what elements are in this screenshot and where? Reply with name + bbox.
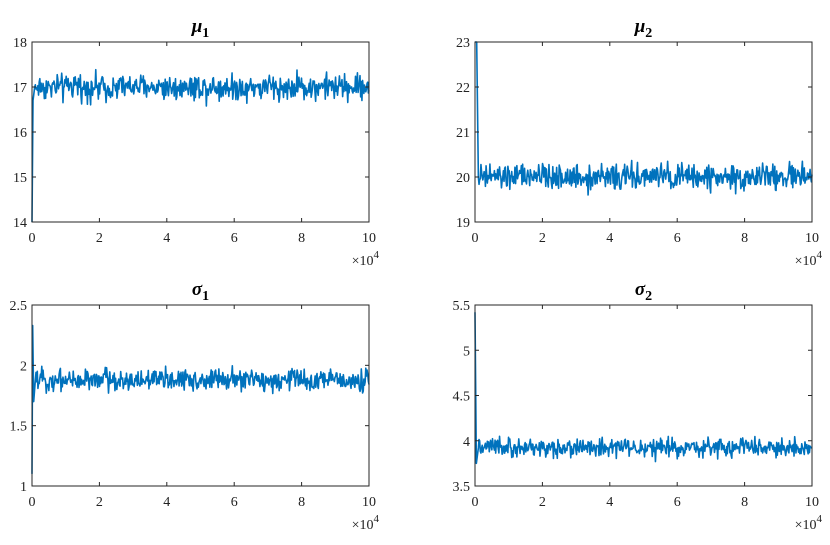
x-tick-label: 4 xyxy=(163,495,170,510)
y-tick-label: 16 xyxy=(13,126,27,141)
x-tick-label: 8 xyxy=(741,231,748,246)
x-tick-label: 6 xyxy=(674,231,681,246)
trace-line xyxy=(31,324,370,474)
x-tick-label: 2 xyxy=(539,231,546,246)
trace-line xyxy=(475,41,813,196)
y-tick-label: 5.5 xyxy=(453,299,471,314)
x-tick-label: 10 xyxy=(362,231,376,246)
y-tick-label: 15 xyxy=(13,171,27,186)
trace-line xyxy=(474,312,813,465)
x-tick-label: 0 xyxy=(472,231,479,246)
x-tick-label: 8 xyxy=(741,495,748,510)
y-tick-label: 5 xyxy=(463,344,470,359)
subplot-title: σ1 xyxy=(192,279,209,304)
axes-box xyxy=(31,41,370,223)
y-tick-label: 17 xyxy=(13,81,27,96)
y-tick-label: 21 xyxy=(456,126,470,141)
x-axis-multiplier: ×104 xyxy=(352,513,380,533)
x-tick-label: 10 xyxy=(805,231,819,246)
subplot-title: σ2 xyxy=(635,279,652,304)
y-tick-label: 4 xyxy=(463,435,470,450)
x-tick-label: 2 xyxy=(96,231,103,246)
x-tick-label: 8 xyxy=(298,231,305,246)
y-tick-label: 23 xyxy=(456,36,470,51)
x-tick-label: 0 xyxy=(29,495,36,510)
y-tick-label: 20 xyxy=(456,171,470,186)
x-tick-label: 6 xyxy=(231,231,238,246)
y-tick-label: 18 xyxy=(13,36,27,51)
y-tick-label: 19 xyxy=(456,216,470,231)
x-tick-label: 2 xyxy=(539,495,546,510)
y-tick-label: 2 xyxy=(20,359,27,374)
y-tick-label: 2.5 xyxy=(10,299,28,314)
subplot-title: μ2 xyxy=(634,16,653,41)
axes-box xyxy=(31,304,370,487)
x-axis-multiplier: ×104 xyxy=(352,249,380,269)
subplot-title: μ1 xyxy=(191,16,210,41)
x-tick-label: 0 xyxy=(29,231,36,246)
x-tick-label: 4 xyxy=(606,231,613,246)
y-tick-label: 3.5 xyxy=(453,480,471,495)
x-tick-label: 6 xyxy=(231,495,238,510)
x-tick-label: 8 xyxy=(298,495,305,510)
y-tick-label: 22 xyxy=(456,81,470,96)
axes-box xyxy=(474,41,813,223)
trace-line xyxy=(31,68,370,223)
x-axis-multiplier: ×104 xyxy=(795,513,823,533)
y-tick-label: 1 xyxy=(20,480,27,495)
x-tick-label: 10 xyxy=(362,495,376,510)
x-tick-label: 0 xyxy=(472,495,479,510)
subplot-3: 0 2 4 6 8 10 1 1.5 2 2.5 σ1 ×104 xyxy=(10,279,380,533)
y-tick-label: 4.5 xyxy=(453,390,471,405)
y-tick-label: 1.5 xyxy=(10,420,28,435)
subplot-1: 0 2 4 6 8 10 14 15 16 17 18 μ1 ×104 xyxy=(13,16,380,269)
x-axis-multiplier: ×104 xyxy=(795,249,823,269)
x-tick-label: 4 xyxy=(606,495,613,510)
subplot-2: 0 2 4 6 8 10 19 20 21 22 23 μ2 ×104 xyxy=(456,16,823,269)
subplot-4: 0 2 4 6 8 10 3.5 4 4.5 5 5.5 σ2 ×104 xyxy=(453,279,823,533)
x-tick-label: 10 xyxy=(805,495,819,510)
y-tick-label: 14 xyxy=(13,216,27,231)
x-tick-label: 4 xyxy=(163,231,170,246)
axes-box xyxy=(474,304,813,487)
x-tick-label: 6 xyxy=(674,495,681,510)
x-tick-label: 2 xyxy=(96,495,103,510)
